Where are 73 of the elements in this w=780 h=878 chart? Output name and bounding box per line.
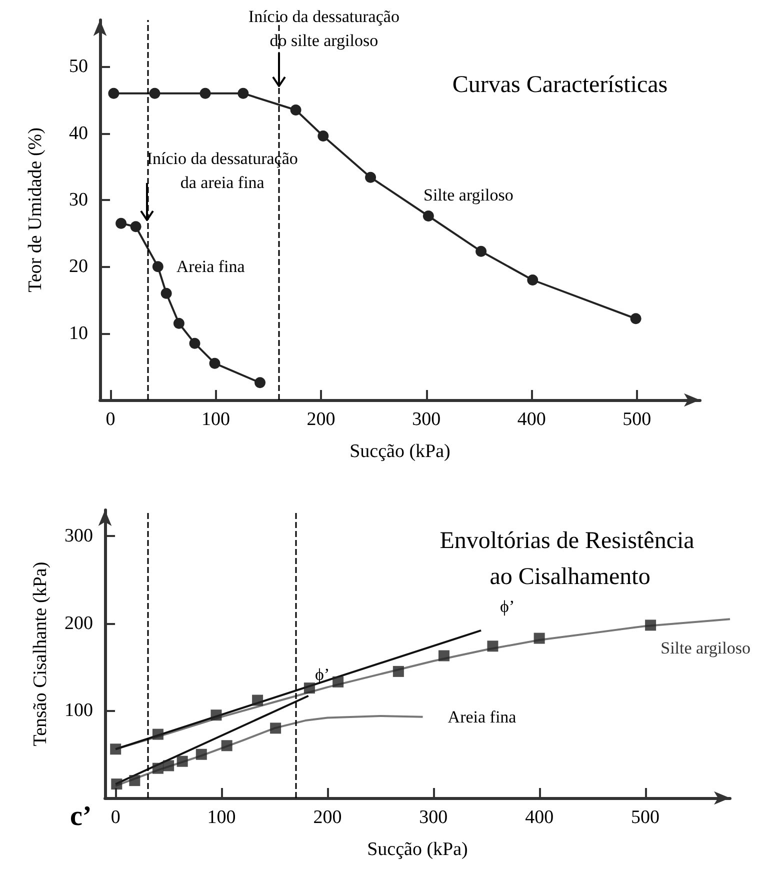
point — [200, 88, 211, 99]
annotation: Início da dessaturação do silte argiloso — [247, 6, 400, 52]
point — [111, 778, 122, 790]
text: c’ — [70, 801, 92, 832]
point — [108, 88, 120, 99]
point — [254, 377, 266, 388]
y-tick-label: 50 — [69, 56, 88, 78]
point — [221, 740, 232, 752]
point — [116, 218, 127, 229]
point — [534, 632, 545, 644]
point — [110, 744, 122, 755]
point — [290, 104, 302, 116]
point — [163, 760, 174, 772]
point — [392, 666, 404, 677]
point — [152, 762, 164, 774]
y-axis-title: Teor de Umidade (%) — [25, 128, 46, 292]
series-label: Areia fina — [448, 707, 517, 726]
y-tick-label: 100 — [64, 700, 93, 722]
x-tick-label: 100 — [207, 807, 236, 828]
y-tick-label: 40 — [69, 122, 88, 144]
x-axis-title: Sucção (kPa) — [367, 839, 468, 860]
series-label: Areia fina — [176, 257, 246, 276]
x-tick-label: 200 — [306, 409, 336, 430]
x-tick-label: 500 — [622, 409, 652, 430]
point — [422, 210, 434, 222]
point — [149, 88, 160, 99]
point — [365, 172, 376, 183]
annotation: Início da dessaturação da areia fina — [146, 148, 298, 194]
point — [160, 288, 172, 299]
x-tick-label: 100 — [202, 409, 230, 430]
x-tick-label: 500 — [631, 807, 660, 828]
point — [645, 620, 656, 631]
x-tick-label: 0 — [106, 409, 116, 430]
point — [238, 88, 249, 99]
point — [438, 650, 450, 662]
point — [209, 358, 220, 369]
x-tick-label: 200 — [313, 807, 342, 828]
text: Curvas Características — [452, 72, 668, 98]
x-tick-label: 400 — [517, 409, 546, 430]
x-axis-title: Sucção (kPa) — [350, 441, 450, 462]
point — [196, 748, 207, 760]
point — [173, 318, 184, 329]
x-tick-label: 300 — [412, 409, 441, 430]
annotation: ϕ’ — [500, 596, 515, 618]
y-tick-label: 10 — [69, 322, 88, 344]
point — [630, 313, 642, 324]
y-tick-label: 30 — [69, 190, 88, 210]
point — [130, 221, 142, 232]
point — [152, 261, 164, 272]
y-axis-title: Tensão Cisalhante (kPa) — [30, 562, 51, 746]
annotation: ϕ’ — [315, 664, 330, 686]
point — [332, 676, 344, 688]
x-tick-label: 400 — [525, 807, 554, 828]
point — [487, 640, 498, 652]
y-tick-label: 200 — [64, 612, 93, 634]
point — [176, 756, 188, 767]
y-tick-label: 300 — [64, 526, 93, 547]
point — [318, 130, 329, 142]
point — [304, 682, 315, 694]
text: Envoltórias de Resistência ao Cisalhamento — [440, 528, 700, 590]
x-tick-label: 0 — [110, 807, 120, 828]
point — [210, 710, 222, 721]
point — [189, 338, 200, 349]
series-label: Silte argiloso — [423, 186, 514, 204]
point — [129, 775, 140, 786]
point — [527, 274, 538, 286]
y-tick-label: 20 — [69, 256, 88, 278]
point — [152, 728, 164, 740]
point — [270, 722, 282, 734]
point — [252, 694, 264, 706]
series-label: Silte argiloso — [660, 638, 750, 658]
point — [476, 246, 487, 257]
x-tick-label: 300 — [419, 807, 448, 828]
